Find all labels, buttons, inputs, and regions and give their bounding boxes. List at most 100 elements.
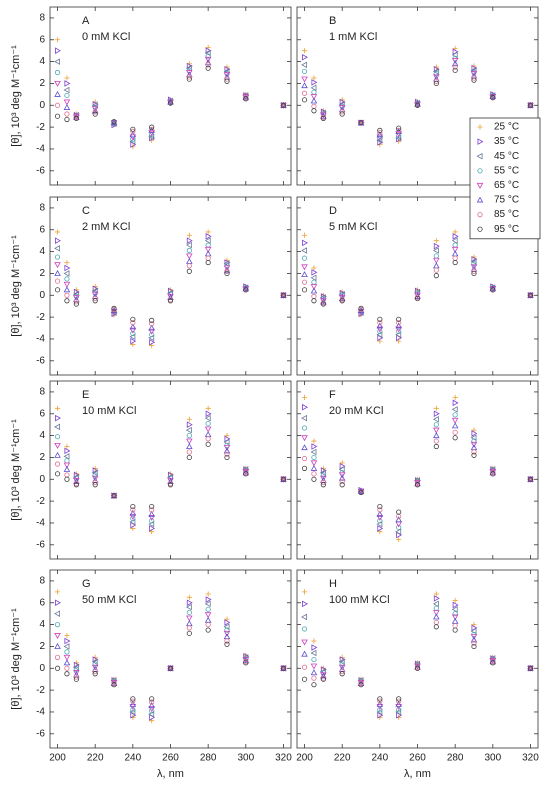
marker <box>414 665 421 671</box>
marker <box>129 708 136 716</box>
marker <box>54 90 61 97</box>
marker <box>301 664 308 670</box>
marker <box>280 665 287 671</box>
marker <box>130 128 136 135</box>
y-tick-label: -6 <box>36 355 45 366</box>
marker <box>376 510 384 517</box>
marker <box>396 316 402 322</box>
marker <box>451 58 459 64</box>
marker <box>64 92 70 99</box>
marker <box>186 70 193 76</box>
y-tick-label: -6 <box>36 539 45 550</box>
marker <box>64 116 70 123</box>
marker <box>433 410 440 418</box>
marker <box>433 405 439 411</box>
marker <box>111 682 117 688</box>
marker <box>320 672 327 679</box>
panel-title: 5 mM KCl <box>329 221 377 233</box>
marker <box>243 287 249 293</box>
marker <box>310 460 318 467</box>
marker <box>91 664 99 671</box>
marker <box>54 262 61 269</box>
marker <box>338 664 346 671</box>
y-tick-label: -4 <box>36 334 45 345</box>
legend-label: 75 °C <box>494 195 519 206</box>
marker <box>54 405 61 411</box>
marker <box>433 438 439 444</box>
marker <box>54 423 61 431</box>
marker <box>301 48 308 54</box>
marker <box>338 104 346 111</box>
panel-title: 50 mM KCl <box>82 594 136 606</box>
marker <box>186 630 192 636</box>
marker <box>130 330 136 337</box>
marker <box>477 226 483 232</box>
x-axis-label: λ, nm <box>404 768 431 780</box>
marker <box>280 292 287 298</box>
marker <box>129 323 137 330</box>
marker <box>452 233 459 240</box>
marker <box>320 467 327 474</box>
y-tick-label: 4 <box>39 246 45 257</box>
marker <box>338 472 346 479</box>
plot-frame <box>49 196 292 376</box>
marker <box>471 255 478 263</box>
marker <box>470 634 478 641</box>
marker <box>433 613 440 620</box>
marker <box>186 62 193 70</box>
marker <box>339 289 346 297</box>
marker <box>148 706 155 713</box>
marker <box>396 696 402 702</box>
marker <box>433 591 439 597</box>
x-axis-label: λ, nm <box>157 768 184 780</box>
marker <box>223 260 230 267</box>
y-tick-label: -2 <box>36 685 45 696</box>
marker <box>432 600 439 608</box>
marker <box>64 264 71 272</box>
marker <box>311 75 317 81</box>
marker <box>64 476 70 482</box>
y-tick-label: -6 <box>36 728 45 739</box>
marker <box>55 414 61 422</box>
marker <box>205 591 211 597</box>
marker <box>242 285 250 292</box>
marker <box>186 609 192 616</box>
marker <box>64 665 70 671</box>
marker <box>320 475 327 482</box>
y-tick-label: -4 <box>36 518 45 529</box>
marker <box>130 337 137 345</box>
marker <box>73 478 80 484</box>
marker <box>130 515 136 522</box>
marker <box>301 613 308 621</box>
marker <box>73 482 79 488</box>
marker <box>301 589 308 595</box>
marker <box>64 292 70 298</box>
marker <box>205 410 212 418</box>
marker <box>64 259 70 266</box>
marker <box>130 503 136 510</box>
marker <box>452 399 459 407</box>
marker <box>310 94 318 100</box>
marker <box>433 78 439 84</box>
marker <box>319 469 326 477</box>
marker <box>396 707 402 713</box>
marker <box>301 61 308 69</box>
marker <box>433 595 440 602</box>
marker <box>129 131 137 138</box>
marker <box>205 441 211 447</box>
marker <box>432 68 439 75</box>
marker <box>414 482 421 488</box>
marker <box>377 129 383 136</box>
marker <box>64 637 71 645</box>
marker <box>471 270 477 277</box>
y-axis-label: [θ], 10³ deg M⁻¹cm⁻¹ <box>10 419 22 521</box>
marker <box>186 253 193 260</box>
marker <box>63 462 71 469</box>
marker <box>129 327 137 334</box>
marker <box>433 80 439 87</box>
marker <box>224 619 231 626</box>
marker <box>54 113 61 119</box>
legend-label: 35 °C <box>494 136 519 147</box>
marker <box>471 643 477 650</box>
